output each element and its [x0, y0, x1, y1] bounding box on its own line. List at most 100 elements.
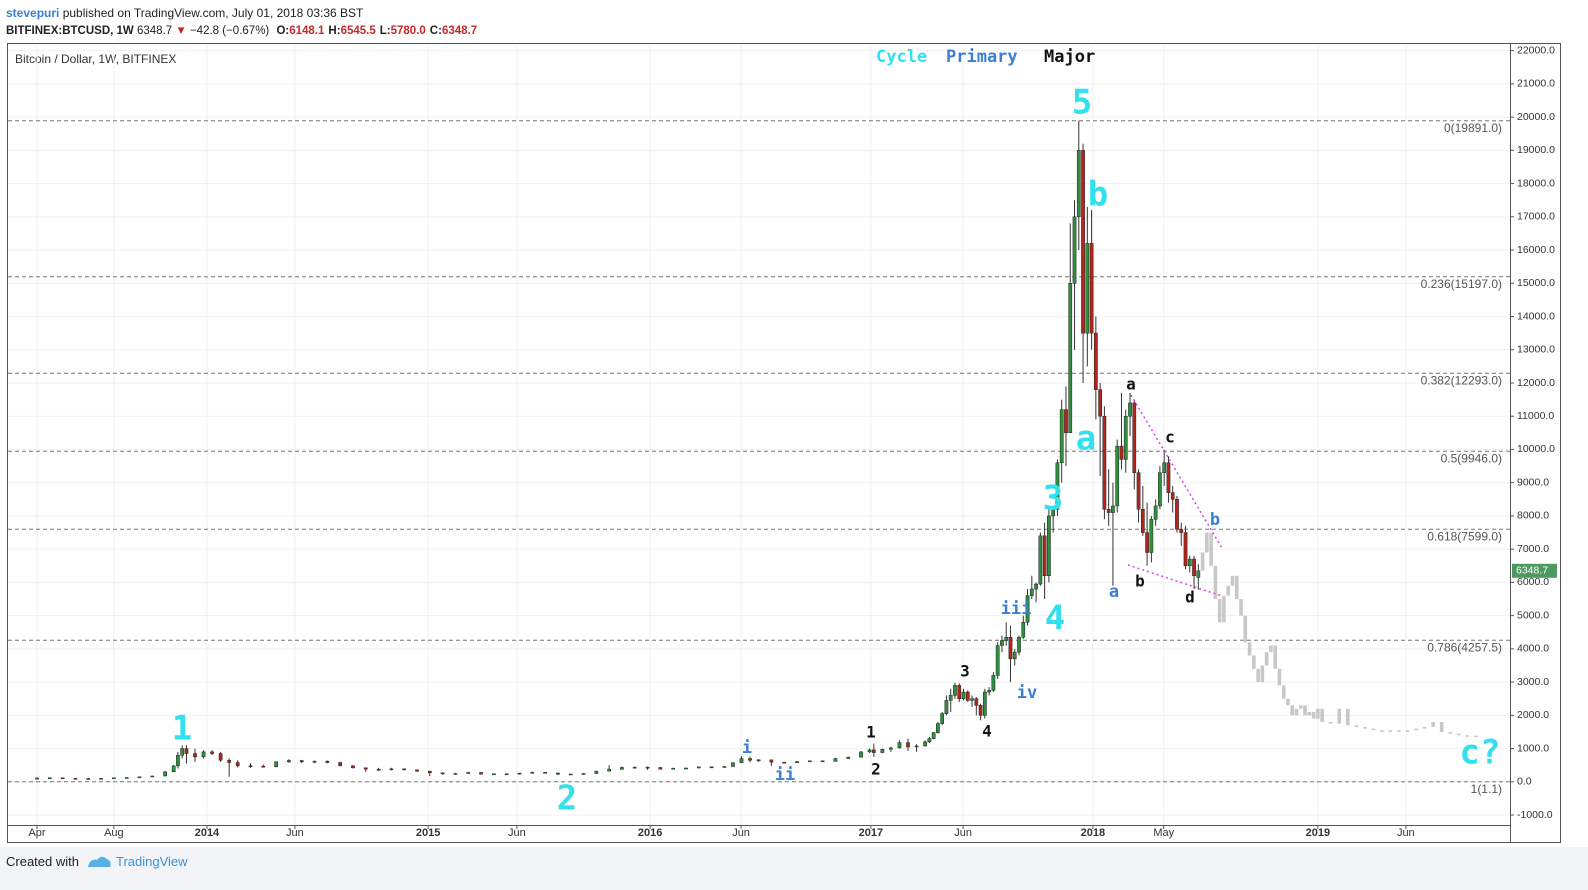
candle-body	[1158, 472, 1162, 507]
brand: TradingView	[116, 854, 188, 869]
candle-body	[1094, 332, 1098, 390]
degree-label: Major	[1044, 47, 1095, 67]
candle-body	[961, 691, 966, 699]
y-tick-label: 15000.0	[1517, 277, 1555, 289]
candle-body	[1179, 528, 1184, 533]
y-tick-label: 9000.0	[1517, 476, 1549, 488]
y-tick-label: 13000.0	[1517, 344, 1555, 356]
wave-label: 5	[1072, 83, 1092, 123]
candle-body	[504, 773, 509, 776]
candle-body	[769, 759, 774, 763]
candle-body	[193, 753, 197, 758]
y-tick-label: 12000.0	[1517, 377, 1555, 389]
candle-body	[1196, 570, 1201, 578]
wave-label: 2	[871, 760, 881, 779]
wave-label: iii	[1001, 599, 1032, 619]
y-tick-label: 5000.0	[1517, 609, 1549, 621]
ohlc-value: 6348.7	[441, 25, 478, 37]
x-tick-label: Apr	[28, 827, 45, 839]
fib-label: 0.618(7599.0)	[1427, 529, 1502, 543]
projection-bar	[1239, 599, 1243, 616]
x-tick-label: Aug	[104, 827, 124, 839]
y-tick-label: 3000.0	[1517, 676, 1549, 688]
x-tick-label: May	[1153, 827, 1174, 839]
y-tick-label: 20000.0	[1517, 111, 1555, 123]
x-tick-label: Jun	[954, 827, 972, 839]
ohlc-key: O:	[276, 25, 290, 37]
candle-body	[517, 772, 522, 775]
degree-label: Primary	[946, 47, 1018, 67]
last-price-label: 6348.7	[1516, 565, 1548, 577]
candle-body	[889, 747, 893, 750]
y-tick-label: 7000.0	[1517, 543, 1549, 555]
candle-body	[1059, 409, 1064, 463]
candle-body	[1012, 651, 1017, 660]
x-tick-label: 2017	[859, 827, 883, 839]
candle-body	[1042, 535, 1047, 576]
projection-bar	[1230, 575, 1235, 586]
projection-bar	[1320, 708, 1324, 722]
candle-body	[1111, 505, 1115, 513]
arrow: ▼	[175, 25, 187, 37]
candle-body	[1132, 402, 1137, 473]
projection-bar	[1474, 735, 1478, 738]
fib-label: 0(19891.0)	[1444, 121, 1502, 135]
candle-body	[137, 776, 142, 779]
wave-label: c	[1165, 428, 1175, 447]
candle-body	[1106, 509, 1111, 513]
candle-body	[466, 772, 471, 774]
candle-body	[970, 698, 974, 701]
candle-body	[923, 741, 927, 747]
candle-body	[859, 751, 863, 758]
y-tick-label: 19000.0	[1517, 144, 1555, 156]
candle-body	[180, 748, 185, 756]
ohlc: O:6148.1 H:6545.5 L:5780.0 C:6348.7	[272, 25, 477, 37]
projection-bar	[1316, 708, 1320, 719]
candle-body	[953, 685, 957, 696]
y-tick-label: 16000.0	[1517, 244, 1555, 256]
candle-body	[492, 773, 496, 776]
candle-body	[530, 772, 535, 774]
candle-body	[1162, 462, 1167, 473]
projection-bar	[1414, 728, 1418, 731]
candle-body	[35, 777, 39, 780]
projection-bar	[1256, 668, 1260, 683]
wave-label: b	[1135, 572, 1145, 591]
projection-bar	[1277, 668, 1282, 686]
projection-bar	[1286, 698, 1290, 706]
legend: Bitcoin / Dollar, 1W, BITFINEX	[15, 52, 176, 66]
y-tick-label: -1000.0	[1517, 809, 1553, 821]
candle-body	[1034, 583, 1038, 590]
wave-label: c?	[1460, 733, 1501, 773]
wave-label: a	[1109, 582, 1119, 602]
candle-body	[974, 698, 979, 706]
candle-body	[936, 723, 940, 733]
candle-body	[1021, 622, 1026, 638]
fib-label: 0.5(9946.0)	[1441, 451, 1502, 465]
projection-bar	[1311, 712, 1316, 719]
candle-body	[1166, 462, 1171, 493]
candle-body	[73, 778, 78, 780]
candle-body	[1183, 532, 1188, 567]
candle-body	[402, 768, 407, 771]
candle-body	[1008, 636, 1013, 660]
wave-label: b	[1210, 510, 1220, 530]
y-tick-label: 11000.0	[1517, 410, 1554, 422]
y-tick-label: 6000.0	[1517, 576, 1549, 588]
candle-body	[1136, 472, 1141, 510]
projection-bar	[1371, 728, 1376, 731]
wave-label: 4	[1045, 599, 1065, 639]
candle-body	[112, 777, 116, 780]
symbol: BITFINEX:BTCUSD, 1W	[6, 25, 134, 37]
wave-label: 3	[960, 662, 970, 681]
candle-body	[184, 748, 189, 754]
candle-body	[376, 768, 381, 771]
candle-body	[235, 762, 240, 767]
projection-bar	[1465, 735, 1470, 737]
candle-body	[99, 778, 103, 780]
candle-body	[1047, 515, 1051, 576]
wave-label: b	[1088, 175, 1108, 215]
candle-body	[453, 773, 458, 775]
candle-body	[709, 766, 714, 769]
